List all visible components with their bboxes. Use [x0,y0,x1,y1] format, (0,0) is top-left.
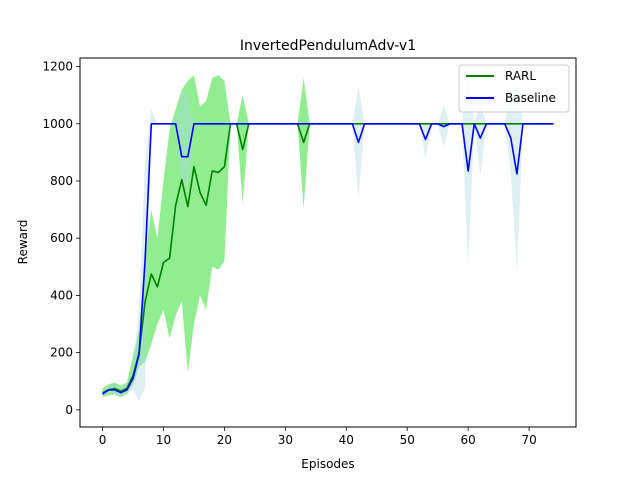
legend-label-rarl: RARL [505,69,536,83]
x-tick-label: 70 [521,433,536,447]
x-tick-label: 30 [278,433,293,447]
legend-label-baseline: Baseline [505,91,556,105]
y-tick-label: 1000 [42,117,73,131]
y-tick-label: 400 [50,288,73,302]
y-tick-label: 600 [50,231,73,245]
chart-title: InvertedPendulumAdv-v1 [240,38,416,54]
plot-frame [79,57,577,428]
x-tick-label: 40 [339,433,354,447]
band-baseline [102,80,554,402]
y-tick-label: 200 [50,346,73,360]
y-tick-label: 1200 [42,60,73,74]
x-tick-label: 60 [461,433,476,447]
x-axis-ticks: 0 10 20 30 40 50 60 70 [99,427,537,447]
x-axis-label: Episodes [301,457,354,471]
band-rarl [102,75,554,397]
legend: RARL Baseline [458,64,570,113]
y-axis-ticks: 0 200 400 600 800 1000 1200 [42,60,80,417]
x-tick-label: 50 [400,433,415,447]
x-tick-label: 10 [156,433,171,447]
y-tick-label: 0 [65,403,73,417]
x-tick-label: 20 [217,433,232,447]
y-tick-label: 800 [50,174,73,188]
line-baseline [102,122,554,395]
confidence-bands [102,75,554,402]
y-axis-label: Reward [16,220,30,265]
x-tick-label: 0 [99,433,107,447]
series-lines [102,122,554,395]
